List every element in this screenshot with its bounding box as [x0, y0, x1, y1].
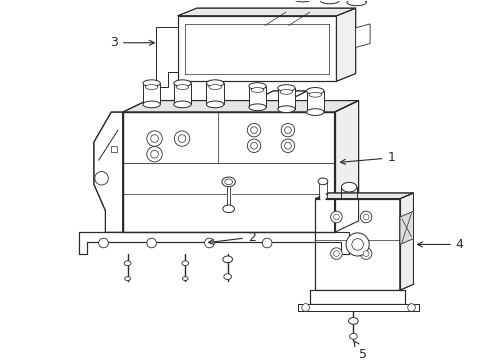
Polygon shape	[311, 290, 405, 303]
Ellipse shape	[318, 178, 328, 185]
Ellipse shape	[249, 104, 266, 111]
Circle shape	[174, 131, 190, 146]
Polygon shape	[254, 91, 307, 100]
Circle shape	[334, 214, 340, 220]
Ellipse shape	[278, 106, 295, 113]
Ellipse shape	[174, 101, 191, 108]
Ellipse shape	[124, 277, 130, 280]
Circle shape	[346, 233, 369, 256]
Circle shape	[251, 127, 257, 134]
Circle shape	[150, 150, 158, 158]
Circle shape	[178, 135, 186, 143]
Ellipse shape	[223, 205, 234, 213]
Polygon shape	[79, 233, 349, 253]
Ellipse shape	[182, 261, 189, 266]
Ellipse shape	[146, 85, 158, 90]
Polygon shape	[94, 112, 123, 233]
Ellipse shape	[206, 101, 224, 108]
Text: 5: 5	[354, 341, 367, 360]
Circle shape	[150, 135, 158, 143]
Ellipse shape	[222, 177, 235, 187]
Ellipse shape	[206, 80, 224, 86]
Circle shape	[363, 214, 369, 220]
Ellipse shape	[249, 83, 266, 90]
Ellipse shape	[124, 261, 131, 266]
Circle shape	[147, 238, 156, 248]
Ellipse shape	[223, 256, 232, 263]
Ellipse shape	[224, 274, 231, 280]
Bar	[315, 199, 400, 290]
Circle shape	[352, 239, 364, 250]
Bar	[307, 91, 324, 112]
Text: 4: 4	[417, 238, 464, 251]
Ellipse shape	[307, 109, 324, 116]
Bar	[315, 199, 400, 290]
Ellipse shape	[174, 80, 191, 86]
Circle shape	[285, 143, 291, 149]
Circle shape	[247, 123, 261, 137]
Ellipse shape	[309, 93, 321, 97]
Polygon shape	[298, 303, 419, 311]
Text: 3: 3	[110, 36, 154, 49]
Ellipse shape	[182, 277, 188, 280]
Circle shape	[251, 143, 257, 149]
Circle shape	[360, 211, 372, 223]
Polygon shape	[400, 193, 414, 290]
Polygon shape	[156, 27, 177, 87]
Ellipse shape	[251, 87, 264, 93]
Polygon shape	[315, 193, 414, 199]
Text: 1: 1	[341, 151, 395, 164]
Polygon shape	[400, 211, 414, 244]
Bar	[206, 83, 224, 104]
Polygon shape	[123, 100, 359, 112]
Bar	[123, 112, 335, 233]
Polygon shape	[356, 24, 370, 48]
Bar	[177, 16, 337, 81]
Bar	[111, 146, 117, 152]
Circle shape	[363, 251, 369, 256]
Ellipse shape	[347, 0, 367, 6]
Ellipse shape	[348, 318, 358, 324]
Circle shape	[408, 303, 416, 311]
Circle shape	[247, 139, 261, 153]
Circle shape	[331, 211, 342, 223]
Circle shape	[360, 248, 372, 259]
Circle shape	[281, 123, 294, 137]
Ellipse shape	[209, 85, 221, 90]
Circle shape	[285, 127, 291, 134]
Circle shape	[204, 238, 214, 248]
Bar	[249, 86, 266, 107]
Text: 2: 2	[209, 231, 256, 244]
Ellipse shape	[293, 0, 313, 2]
Circle shape	[147, 131, 162, 146]
Polygon shape	[177, 8, 356, 16]
Ellipse shape	[307, 87, 324, 94]
Circle shape	[147, 147, 162, 162]
Ellipse shape	[225, 179, 232, 185]
Bar	[177, 16, 337, 81]
Ellipse shape	[342, 183, 357, 192]
Ellipse shape	[349, 333, 357, 339]
Ellipse shape	[278, 85, 295, 91]
Polygon shape	[337, 8, 356, 81]
Ellipse shape	[176, 85, 189, 90]
Bar	[143, 83, 160, 104]
Bar	[123, 112, 335, 233]
Circle shape	[331, 248, 342, 259]
Circle shape	[262, 238, 272, 248]
Bar	[347, 0, 367, 3]
Bar	[174, 83, 191, 104]
Ellipse shape	[143, 80, 160, 86]
Circle shape	[281, 139, 294, 153]
Circle shape	[334, 251, 340, 256]
Circle shape	[302, 303, 310, 311]
Ellipse shape	[143, 101, 160, 108]
Ellipse shape	[280, 90, 293, 94]
Polygon shape	[335, 100, 359, 233]
Ellipse shape	[320, 0, 340, 4]
Circle shape	[95, 171, 108, 185]
Circle shape	[98, 238, 108, 248]
Bar	[278, 88, 295, 109]
